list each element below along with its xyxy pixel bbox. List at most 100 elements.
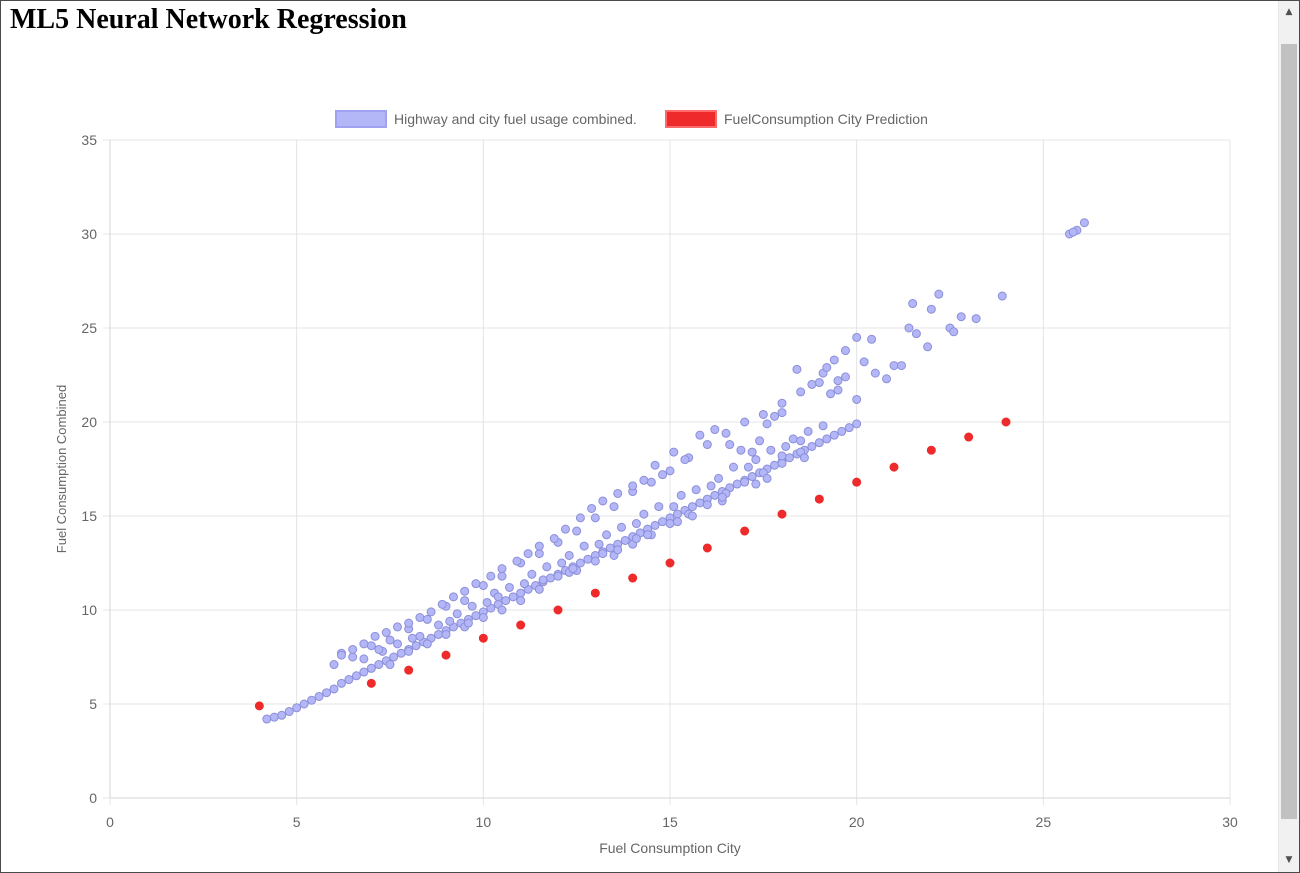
combined-data-point xyxy=(564,550,574,560)
combined-data-point xyxy=(478,581,488,591)
combined-data-point xyxy=(833,376,843,386)
combined-data-point xyxy=(799,453,809,463)
combined-data-point xyxy=(777,451,787,461)
combined-data-point xyxy=(392,639,402,649)
combined-data-point xyxy=(307,695,317,705)
combined-data-point xyxy=(613,545,623,555)
x-tick-label: 25 xyxy=(1036,814,1052,830)
combined-data-point xyxy=(710,425,720,435)
prediction-data-point xyxy=(404,665,414,675)
combined-data-point xyxy=(471,611,481,621)
combined-data-point xyxy=(497,571,507,581)
combined-data-point xyxy=(934,289,944,299)
x-tick-label: 20 xyxy=(849,814,865,830)
combined-data-point xyxy=(777,458,787,468)
combined-data-point xyxy=(374,660,384,670)
y-tick-label: 35 xyxy=(81,132,97,148)
prediction-data-point xyxy=(777,509,787,519)
combined-data-point xyxy=(336,650,346,660)
x-tick-label: 0 xyxy=(106,814,114,830)
combined-data-point xyxy=(702,500,712,510)
combined-data-point xyxy=(392,622,402,632)
x-axis-label: Fuel Consumption City xyxy=(599,840,741,856)
combined-data-point xyxy=(493,592,503,602)
combined-data-point xyxy=(374,644,384,654)
prediction-data-point xyxy=(889,462,899,472)
prediction-data-point xyxy=(740,526,750,536)
x-tick-label: 15 xyxy=(662,814,678,830)
combined-data-point xyxy=(583,554,593,564)
x-tick-label: 5 xyxy=(293,814,301,830)
combined-data-point xyxy=(549,534,559,544)
combined-data-point xyxy=(336,678,346,688)
combined-data-point xyxy=(725,440,735,450)
combined-data-point xyxy=(807,441,817,451)
combined-data-point xyxy=(882,374,892,384)
combined-data-point xyxy=(460,596,470,606)
combined-data-point xyxy=(497,564,507,574)
combined-data-point xyxy=(714,473,724,483)
scroll-down-icon[interactable]: ▼ xyxy=(1285,855,1293,865)
vertical-scrollbar[interactable]: ▲ ▼ xyxy=(1278,1,1299,872)
combined-data-point xyxy=(553,571,563,581)
combined-data-point xyxy=(452,609,462,619)
legend-swatch-prediction xyxy=(665,110,717,128)
combined-data-point xyxy=(422,614,432,624)
combined-data-point xyxy=(385,635,395,645)
combined-data-point xyxy=(702,440,712,450)
combined-data-point xyxy=(717,492,727,502)
page-title: ML5 Neural Network Regression xyxy=(10,4,407,35)
combined-data-point xyxy=(658,470,668,480)
combined-data-point xyxy=(777,408,787,418)
combined-data-point xyxy=(896,361,906,371)
combined-data-point xyxy=(736,445,746,455)
prediction-data-point xyxy=(254,701,264,711)
combined-data-point xyxy=(568,564,578,574)
combined-data-point xyxy=(381,628,391,638)
combined-data-point xyxy=(643,530,653,540)
combined-data-point xyxy=(538,575,548,585)
combined-data-point xyxy=(859,357,869,367)
combined-data-point xyxy=(784,453,794,463)
scroll-up-icon[interactable]: ▲ xyxy=(1285,7,1293,17)
combined-data-point xyxy=(322,688,332,698)
combined-data-point xyxy=(284,707,294,717)
combined-data-point xyxy=(1068,227,1078,237)
combined-data-point xyxy=(314,691,324,701)
combined-data-point xyxy=(609,502,619,512)
combined-data-point xyxy=(751,479,761,489)
combined-data-point xyxy=(826,389,836,399)
combined-data-point xyxy=(747,472,757,482)
combined-data-point xyxy=(650,520,660,530)
combined-data-point xyxy=(840,346,850,356)
prediction-data-point xyxy=(590,588,600,598)
prediction-data-point xyxy=(516,620,526,630)
combined-data-point xyxy=(460,586,470,596)
prediction-data-point xyxy=(366,678,376,688)
combined-data-point xyxy=(497,605,507,615)
combined-data-point xyxy=(463,618,473,628)
combined-data-point xyxy=(370,631,380,641)
combined-data-point xyxy=(329,660,339,670)
scrollbar-thumb[interactable] xyxy=(1281,44,1297,819)
combined-data-point xyxy=(602,530,612,540)
combined-data-point xyxy=(605,543,615,553)
combined-data-point xyxy=(755,436,765,446)
combined-data-point xyxy=(687,511,697,521)
combined-data-point xyxy=(870,368,880,378)
legend-label-prediction: FuelConsumption City Prediction xyxy=(724,111,928,127)
combined-data-point xyxy=(292,703,302,713)
y-tick-label: 25 xyxy=(81,320,97,336)
prediction-data-point xyxy=(926,445,936,455)
combined-data-point xyxy=(501,596,511,606)
combined-data-point xyxy=(829,355,839,365)
legend-swatch-combined xyxy=(335,110,387,128)
combined-data-point xyxy=(852,394,862,404)
combined-data-point xyxy=(404,618,414,628)
combined-data-point xyxy=(587,503,597,513)
combined-data-point xyxy=(590,556,600,566)
combined-data-point xyxy=(740,477,750,487)
combined-data-point xyxy=(822,362,832,372)
y-tick-label: 15 xyxy=(81,508,97,524)
